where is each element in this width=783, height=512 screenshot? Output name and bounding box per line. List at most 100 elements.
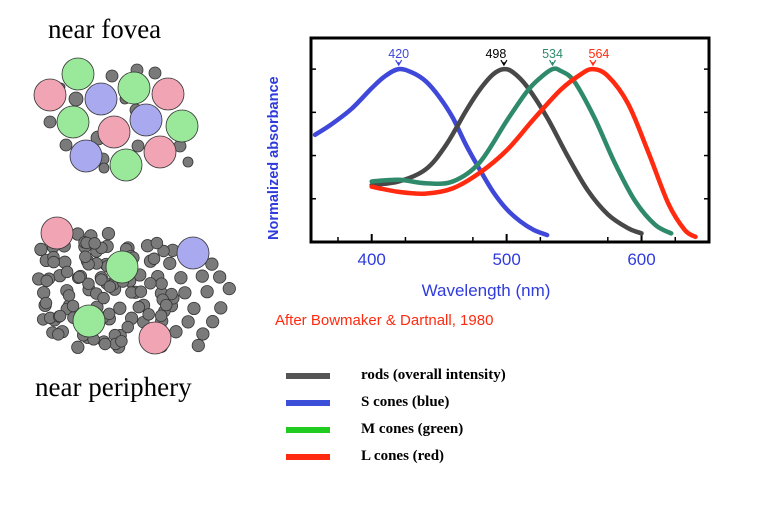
rod-cell <box>157 244 170 258</box>
rod-cell <box>148 66 162 80</box>
rod-cell <box>52 328 65 341</box>
rod-cell <box>113 301 127 315</box>
rod-cell <box>47 255 60 269</box>
l-cone-curve <box>369 66 698 240</box>
rod-cell <box>53 309 67 323</box>
rod-cell <box>97 291 110 305</box>
rod-cell <box>206 315 220 329</box>
rod-cell <box>132 300 145 314</box>
rod-cell <box>163 256 177 270</box>
rod-cell <box>134 285 148 298</box>
legend-swatch-rods <box>286 372 330 379</box>
plot-frame <box>309 36 711 244</box>
rod-cell <box>34 242 48 257</box>
peak-arrowhead <box>500 59 508 67</box>
rod-cell <box>40 274 53 288</box>
rod-cell <box>101 226 116 241</box>
x-tick-label: 500 <box>492 250 520 269</box>
rod-cell <box>98 337 112 351</box>
m-cone-cell <box>56 105 90 139</box>
rod-cell <box>103 280 117 293</box>
rod-cell <box>213 270 227 284</box>
s-cone-cell <box>176 236 210 270</box>
legend-item-s-cones: S cones (blue) <box>286 389 506 416</box>
rod-cell <box>160 298 173 312</box>
m-cone-cell <box>105 250 139 284</box>
legend-label-rods: rods (overall intensity) <box>361 367 506 383</box>
rod-cell <box>191 338 205 353</box>
rod-cell <box>66 299 80 313</box>
peak-label: 564 <box>589 47 610 61</box>
legend: rods (overall intensity) S cones (blue) … <box>286 362 506 470</box>
fovea-mosaic-title: near fovea <box>48 14 162 44</box>
s-cone-curve <box>312 66 550 238</box>
m-cone-curve <box>369 66 674 236</box>
y-axis-label: Normalized absorbance <box>266 76 282 240</box>
rod-cell <box>196 327 210 341</box>
m-cone-cell <box>117 71 151 105</box>
legend-label-l-cones: L cones (red) <box>361 448 445 464</box>
peak-arrowhead <box>548 59 557 67</box>
rod-cell <box>195 269 209 283</box>
s-cone-cell <box>84 82 118 116</box>
rod-cell <box>150 236 164 250</box>
rod-cell <box>205 257 219 271</box>
rod-cell <box>222 282 236 296</box>
rod-cell <box>82 277 95 290</box>
rod-cell <box>200 285 214 299</box>
x-axis-label: Wavelength (nm) <box>422 281 551 300</box>
rod-cell <box>187 301 201 316</box>
peak-label: 420 <box>388 47 409 61</box>
rod-cell <box>131 139 145 153</box>
rod-cell <box>178 286 192 300</box>
rod-cell <box>181 315 195 329</box>
rod-cell <box>121 320 134 334</box>
rod-curve <box>369 66 644 236</box>
x-tick-label: 400 <box>358 250 386 269</box>
legend-swatch-m-cones <box>286 426 330 433</box>
rod-cell <box>214 301 228 315</box>
periphery-mosaic-title: near periphery <box>35 372 192 402</box>
l-cone-cell <box>33 78 67 112</box>
rod-cell <box>165 287 178 301</box>
rod-cell <box>71 340 85 354</box>
legend-swatch-l-cones <box>286 453 330 460</box>
s-cone-cell <box>129 103 163 137</box>
rod-cell <box>95 273 108 286</box>
rod-cell <box>182 156 194 168</box>
peak-label: 534 <box>542 47 563 61</box>
rod-cell <box>88 237 101 250</box>
rod-cell <box>39 296 53 310</box>
rod-cell <box>142 308 155 321</box>
rod-cell <box>144 277 157 290</box>
rod-cell <box>73 270 86 284</box>
credit-text: After Bowmaker & Dartnall, 1980 <box>275 312 493 329</box>
rod-cell <box>43 115 57 129</box>
peak-label: 498 <box>485 47 506 61</box>
legend-item-l-cones: L cones (red) <box>286 443 506 470</box>
m-cone-cell <box>61 57 95 91</box>
rod-cell <box>147 252 161 265</box>
legend-item-m-cones: M cones (green) <box>286 416 506 443</box>
legend-label-m-cones: M cones (green) <box>361 421 464 437</box>
rod-cell <box>98 162 110 174</box>
x-tick-label: 600 <box>627 250 655 269</box>
legend-label-s-cones: S cones (blue) <box>361 394 450 410</box>
rod-cell <box>105 69 119 83</box>
l-cone-cell <box>40 216 74 250</box>
rod-cell <box>59 138 73 152</box>
m-cone-cell <box>109 148 143 182</box>
rod-cell <box>60 265 74 279</box>
legend-swatch-s-cones <box>286 399 330 406</box>
m-cone-cell <box>165 109 199 143</box>
m-cone-cell <box>72 304 106 338</box>
l-cone-cell <box>138 321 172 355</box>
l-cone-cell <box>143 135 177 169</box>
rod-cell <box>62 289 76 302</box>
rod-cell <box>174 271 188 285</box>
peak-arrowhead <box>395 59 403 67</box>
l-cone-cell <box>151 77 185 111</box>
l-cone-cell <box>97 115 131 149</box>
